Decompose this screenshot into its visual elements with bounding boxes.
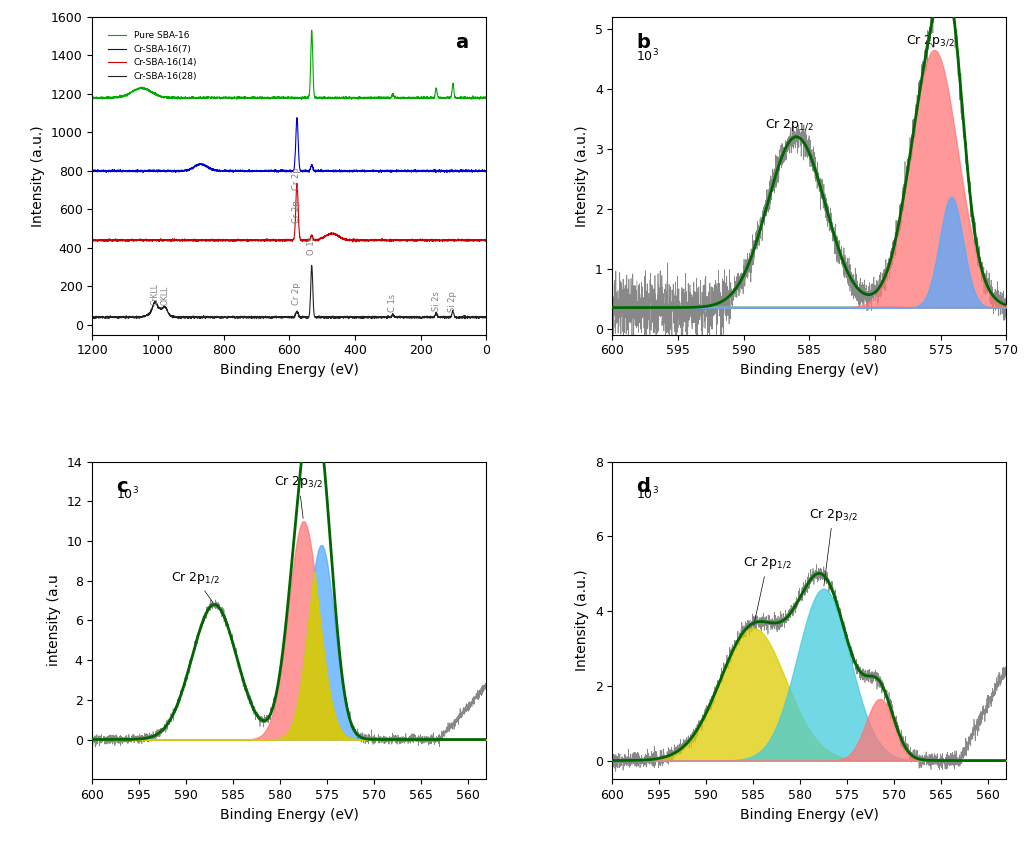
Text: Cr 2p$_{1/2}$: Cr 2p$_{1/2}$ (172, 570, 220, 602)
Cr-SBA-16(28) (430, 307, 443, 318)
Text: O 1s: O 1s (307, 235, 316, 255)
Text: Cr 2p: Cr 2p (293, 168, 302, 191)
Cr-SBA-16(28) (155, 304, 167, 314)
Cr-SBA-16(14) (155, 235, 167, 246)
Line: Cr-SBA-16(7): Cr-SBA-16(7) (92, 118, 487, 173)
Cr-SBA-16(14) (430, 235, 443, 246)
Pure SBA-16 (352, 94, 365, 104)
Text: $10^3$: $10^3$ (636, 486, 659, 503)
Text: Si 2p: Si 2p (449, 291, 457, 313)
Text: Cr 2p$_{3/2}$: Cr 2p$_{3/2}$ (274, 475, 324, 518)
X-axis label: Binding Energy (eV): Binding Energy (eV) (740, 807, 879, 822)
Cr-SBA-16(14) (237, 235, 250, 246)
Pure SBA-16 (255, 92, 267, 102)
Line: Pure SBA-16: Pure SBA-16 (92, 30, 487, 99)
Text: $10^3$: $10^3$ (116, 486, 139, 503)
Cr-SBA-16(7) (481, 166, 493, 176)
Y-axis label: Intensity (a.u.): Intensity (a.u.) (575, 125, 589, 226)
Text: Cr 2p: Cr 2p (293, 282, 302, 305)
Text: c: c (116, 478, 127, 496)
Cr-SBA-16(28) (131, 313, 144, 323)
Cr-SBA-16(14) (291, 179, 303, 189)
Cr-SBA-16(7) (255, 165, 267, 175)
Pure SBA-16 (131, 84, 144, 94)
Y-axis label: Intensity (a.u.): Intensity (a.u.) (575, 570, 589, 671)
Text: Cr 2p$_{3/2}$: Cr 2p$_{3/2}$ (906, 33, 955, 49)
Cr-SBA-16(7) (291, 113, 303, 123)
Text: C 1s: C 1s (388, 294, 397, 313)
Cr-SBA-16(28) (481, 313, 493, 323)
Cr-SBA-16(14) (131, 235, 144, 245)
Cr-SBA-16(14) (350, 237, 363, 247)
Text: d: d (636, 478, 650, 496)
X-axis label: Binding Energy (eV): Binding Energy (eV) (740, 363, 879, 377)
Pure SBA-16 (237, 93, 250, 103)
Line: Cr-SBA-16(28): Cr-SBA-16(28) (92, 265, 487, 318)
Legend: Pure SBA-16, Cr-SBA-16(7), Cr-SBA-16(14), Cr-SBA-16(28): Pure SBA-16, Cr-SBA-16(7), Cr-SBA-16(14)… (105, 28, 201, 85)
Cr-SBA-16(7) (429, 168, 442, 178)
Text: Si 2s: Si 2s (431, 291, 441, 311)
Cr-SBA-16(28) (255, 313, 267, 324)
X-axis label: Binding Energy (eV): Binding Energy (eV) (220, 807, 358, 822)
Cr-SBA-16(28) (472, 313, 485, 323)
Pure SBA-16 (481, 93, 493, 103)
Cr-SBA-16(7) (131, 164, 144, 174)
Text: Cr 2p$_{1/2}$: Cr 2p$_{1/2}$ (765, 117, 814, 137)
Cr-SBA-16(14) (86, 235, 99, 246)
Cr-SBA-16(7) (430, 166, 443, 176)
Pure SBA-16 (86, 92, 99, 102)
Text: a: a (455, 33, 468, 52)
Text: OKLL: OKLL (161, 285, 169, 305)
Text: $10^3$: $10^3$ (636, 47, 659, 64)
Cr-SBA-16(14) (481, 235, 493, 245)
Text: Cr 2p: Cr 2p (293, 200, 302, 223)
Text: b: b (636, 33, 650, 52)
Text: CrKLL: CrKLL (150, 283, 159, 305)
Y-axis label: intensity (a.u: intensity (a.u (47, 574, 62, 667)
Y-axis label: Intensity (a.u.): Intensity (a.u.) (31, 125, 45, 226)
X-axis label: Binding Energy (eV): Binding Energy (eV) (220, 363, 358, 377)
Cr-SBA-16(7) (472, 165, 485, 175)
Cr-SBA-16(7) (237, 165, 250, 175)
Cr-SBA-16(28) (459, 313, 471, 324)
Pure SBA-16 (430, 83, 443, 93)
Cr-SBA-16(14) (472, 235, 485, 245)
Line: Cr-SBA-16(14): Cr-SBA-16(14) (92, 184, 487, 242)
Cr-SBA-16(7) (155, 165, 167, 175)
Cr-SBA-16(28) (305, 260, 317, 270)
Pure SBA-16 (472, 92, 485, 102)
Cr-SBA-16(28) (86, 313, 99, 323)
Cr-SBA-16(7) (86, 166, 99, 176)
Pure SBA-16 (305, 25, 317, 36)
Text: Cr 2p$_{3/2}$: Cr 2p$_{3/2}$ (808, 507, 858, 586)
Text: Cr 2p$_{1/2}$: Cr 2p$_{1/2}$ (743, 556, 792, 625)
Cr-SBA-16(14) (255, 235, 267, 246)
Pure SBA-16 (155, 92, 167, 102)
Cr-SBA-16(28) (237, 313, 250, 323)
